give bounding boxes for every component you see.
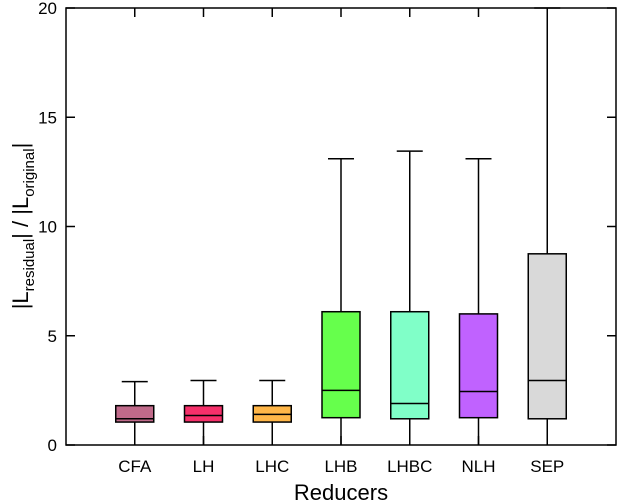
box-group (115, 7, 567, 445)
x-tick-label: NLH (461, 457, 495, 476)
box-lhc (252, 379, 292, 445)
x-tick-label: LHBC (387, 457, 432, 476)
y-axis-title-mid: | / |L (8, 197, 33, 239)
box-lhb (321, 158, 361, 445)
box-iqr (183, 404, 224, 423)
box-iqr (527, 253, 567, 420)
y-tick-label: 20 (38, 0, 57, 18)
x-tick-label: SEP (530, 457, 564, 476)
x-axis-ticks: CFA LH LHC LHB LHBC NLH SEP (118, 8, 564, 476)
y-axis-ticks: 0 5 10 15 20 (38, 0, 616, 455)
box-iqr (390, 310, 430, 420)
x-axis-title: Reducers (294, 480, 388, 503)
x-tick-label: CFA (118, 457, 152, 476)
y-axis-title-sub1: residual (21, 239, 38, 292)
x-tick-label: LH (193, 457, 215, 476)
y-tick-label: 10 (38, 218, 57, 237)
y-tick-label: 5 (48, 327, 57, 346)
y-axis-title-sub2: original (21, 148, 38, 196)
box-nlh (458, 158, 499, 445)
box-lhbc (390, 150, 430, 445)
box-iqr (115, 404, 155, 423)
x-tick-label: LHC (255, 457, 289, 476)
y-tick-label: 0 (48, 436, 57, 455)
box-cfa (115, 380, 155, 445)
box-sep (527, 7, 567, 445)
y-axis-title-pre: |L (8, 291, 33, 309)
box-iqr (321, 310, 361, 419)
y-axis-title: |Lresidual| / |Loriginal| (8, 143, 38, 310)
box-iqr (458, 313, 499, 419)
y-axis-title-post: | (8, 143, 33, 149)
box-lh (183, 379, 224, 445)
x-tick-label: LHB (324, 457, 357, 476)
y-tick-label: 15 (38, 108, 57, 127)
